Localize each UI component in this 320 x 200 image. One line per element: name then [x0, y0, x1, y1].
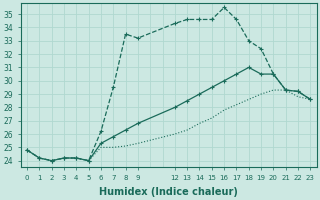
X-axis label: Humidex (Indice chaleur): Humidex (Indice chaleur) [99, 187, 238, 197]
